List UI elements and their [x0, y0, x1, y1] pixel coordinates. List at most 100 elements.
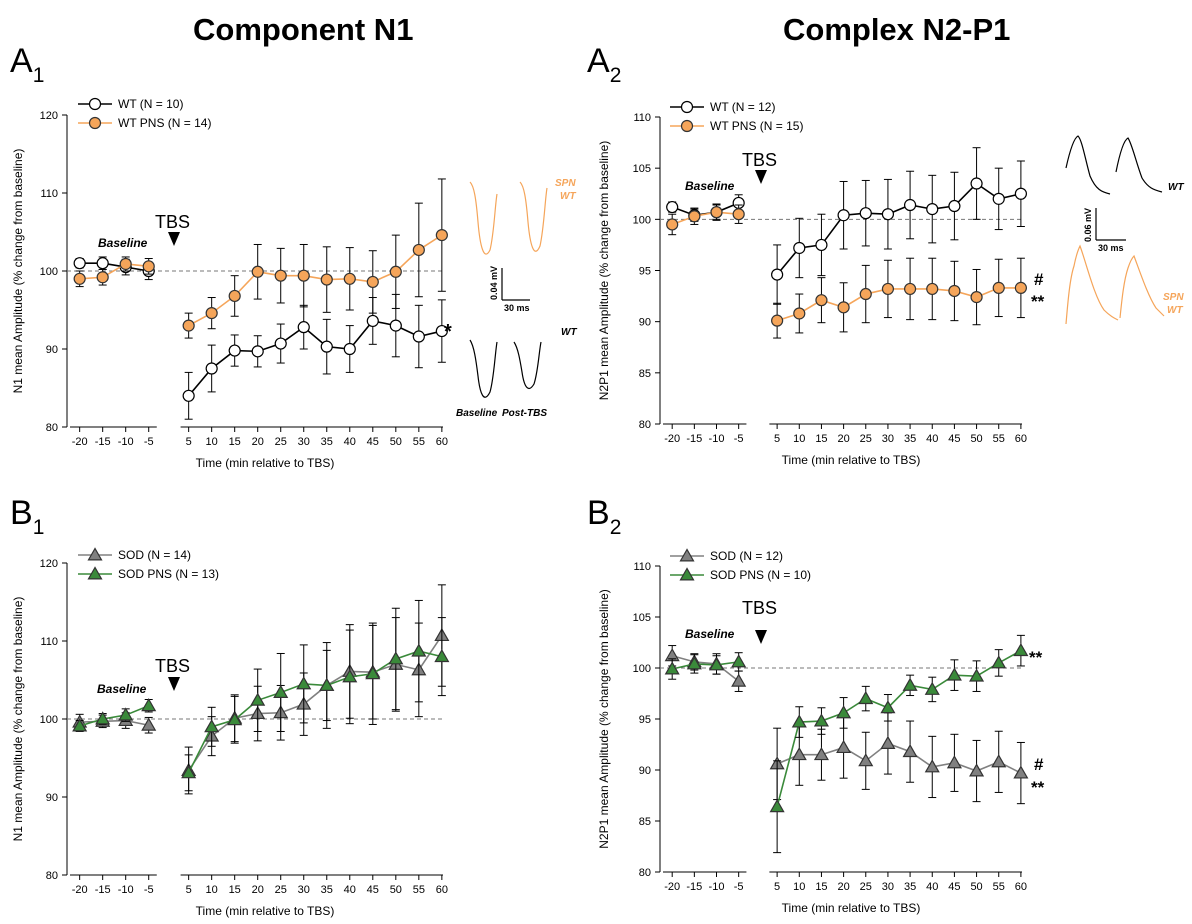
- data-point-a2: [992, 281, 1005, 294]
- data-point-a1: [389, 265, 402, 278]
- x-tick-label-a1: -15: [95, 436, 111, 448]
- x-tick-label-b1: 40: [344, 884, 356, 896]
- inset-a1-baseline-label: Baseline: [456, 408, 498, 419]
- data-point-a2: [948, 199, 961, 213]
- x-tick-label-a1: 25: [275, 436, 287, 448]
- inset-a2-scale-x-label: 30 ms: [1098, 243, 1124, 253]
- data-point-a2: [881, 208, 895, 221]
- inset-a1-scale-y-label: 0.04 mV: [489, 266, 499, 300]
- tbs-label-b2: TBS: [742, 598, 777, 618]
- data-point-a1: [251, 265, 264, 278]
- data-point-b2: [813, 746, 829, 761]
- series-a1-1: [73, 178, 448, 339]
- inset-a1-post-label: Post-TBS: [502, 408, 547, 419]
- data-point-a1: [96, 257, 109, 270]
- inset-a1-black-trace-post: [513, 341, 542, 389]
- data-point-a2: [666, 218, 679, 231]
- panel-label-b1: B1: [10, 494, 45, 539]
- data-point-a1: [435, 324, 448, 338]
- tbs-label-b1: TBS: [155, 656, 190, 676]
- x-tick-label-b1: 45: [367, 884, 379, 896]
- y-axis-label-a2: N2P1 mean Amplitude (% change from basel…: [597, 141, 611, 400]
- inset-a2-orange-trace-baseline: [1065, 244, 1119, 325]
- x-tick-label-b1: 10: [206, 884, 218, 896]
- x-tick-label-b2: -20: [664, 881, 680, 893]
- significance-mark-b2: **: [1031, 778, 1045, 797]
- x-tick-label-b1: 30: [298, 884, 310, 896]
- series-line-a1: [188, 234, 443, 327]
- x-tick-label-b1: 25: [275, 884, 287, 896]
- data-point-a1: [205, 307, 218, 320]
- x-tick-label-a2: 10: [793, 433, 805, 445]
- data-point-b1: [411, 643, 427, 657]
- panel-label-a2: A2: [587, 42, 622, 87]
- y-tick-label-b2: 110: [633, 561, 651, 573]
- y-tick-label-a1: 90: [46, 344, 58, 356]
- data-point-a2: [793, 307, 806, 320]
- legend-marker-a2: [680, 119, 694, 133]
- data-point-a1: [274, 337, 287, 350]
- data-point-a2: [970, 177, 983, 190]
- data-point-a1: [320, 273, 333, 286]
- inset-a2-black-trace-baseline: [1065, 135, 1111, 195]
- data-point-a2: [688, 210, 701, 223]
- x-tick-label-b2: -5: [734, 881, 744, 893]
- data-point-a1: [182, 319, 195, 332]
- x-tick-label-b1: -10: [118, 884, 134, 896]
- x-tick-label-a2: -20: [664, 433, 680, 445]
- data-point-b2: [1013, 642, 1029, 657]
- data-point-a1: [343, 272, 356, 285]
- column-title-right: Complex N2-P1: [783, 12, 1011, 47]
- data-point-b1: [434, 648, 450, 663]
- x-tick-label-b2: 45: [948, 881, 960, 893]
- x-tick-label-b2: 40: [926, 881, 938, 893]
- data-point-a2: [926, 203, 939, 216]
- significance-mark-a2: **: [1031, 292, 1045, 311]
- data-point-a2: [1014, 281, 1027, 294]
- inset-a2-orange-label-2: WT: [1167, 305, 1183, 316]
- x-tick-label-a2: 45: [948, 433, 960, 445]
- inset-a1-orange-trace-baseline: [469, 181, 498, 255]
- series-a2-1: [666, 203, 1027, 339]
- y-tick-label-b2: 105: [633, 612, 651, 624]
- legend-label-b2: SOD PNS (N = 10): [710, 568, 811, 582]
- x-tick-label-b2: 30: [882, 881, 894, 893]
- legend-label-b1: SOD PNS (N = 13): [118, 567, 219, 581]
- y-tick-label-b2: 90: [639, 765, 651, 777]
- inset-a2-black-trace-post: [1115, 137, 1163, 193]
- data-point-b2: [836, 705, 852, 719]
- data-point-b2: [836, 739, 852, 754]
- series-line-a2: [776, 182, 1022, 276]
- data-point-b1: [72, 718, 88, 732]
- x-tick-label-b2: 15: [815, 881, 827, 893]
- inset-a2-scale-y-label: 0.06 mV: [1083, 208, 1093, 242]
- data-point-a2: [771, 268, 784, 281]
- data-point-b2: [991, 655, 1007, 669]
- series-line-a2: [776, 287, 1021, 322]
- data-point-a2: [903, 282, 917, 296]
- series-line-b2: [672, 661, 739, 670]
- column-title-left: Component N1: [193, 12, 414, 47]
- data-point-a1: [366, 314, 379, 328]
- significance-mark-b2: #: [1034, 755, 1044, 774]
- data-point-a1: [297, 321, 310, 334]
- data-point-b2: [924, 681, 940, 695]
- chart-a1: 80 90 100 110 120 N1 mean Amplitude (% change…: [11, 97, 452, 470]
- x-tick-label-a1: 5: [186, 436, 192, 448]
- x-tick-label-b1: 50: [390, 884, 402, 896]
- tbs-label-a2: TBS: [742, 150, 777, 170]
- data-point-a1: [182, 389, 195, 402]
- data-point-a2: [771, 314, 784, 327]
- y-tick-label-b1: 90: [46, 792, 58, 804]
- y-tick-label-b1: 100: [40, 714, 58, 726]
- x-tick-label-b1: 60: [436, 884, 448, 896]
- x-tick-label-a2: 60: [1015, 433, 1027, 445]
- data-point-b1: [181, 765, 197, 779]
- x-tick-label-a2: 20: [837, 433, 849, 445]
- data-point-a1: [435, 229, 448, 242]
- x-tick-label-a2: 30: [882, 433, 894, 445]
- y-tick-label-b1: 120: [40, 558, 58, 570]
- data-point-a1: [320, 340, 333, 353]
- data-point-a2: [815, 294, 828, 307]
- data-point-b2: [664, 661, 680, 675]
